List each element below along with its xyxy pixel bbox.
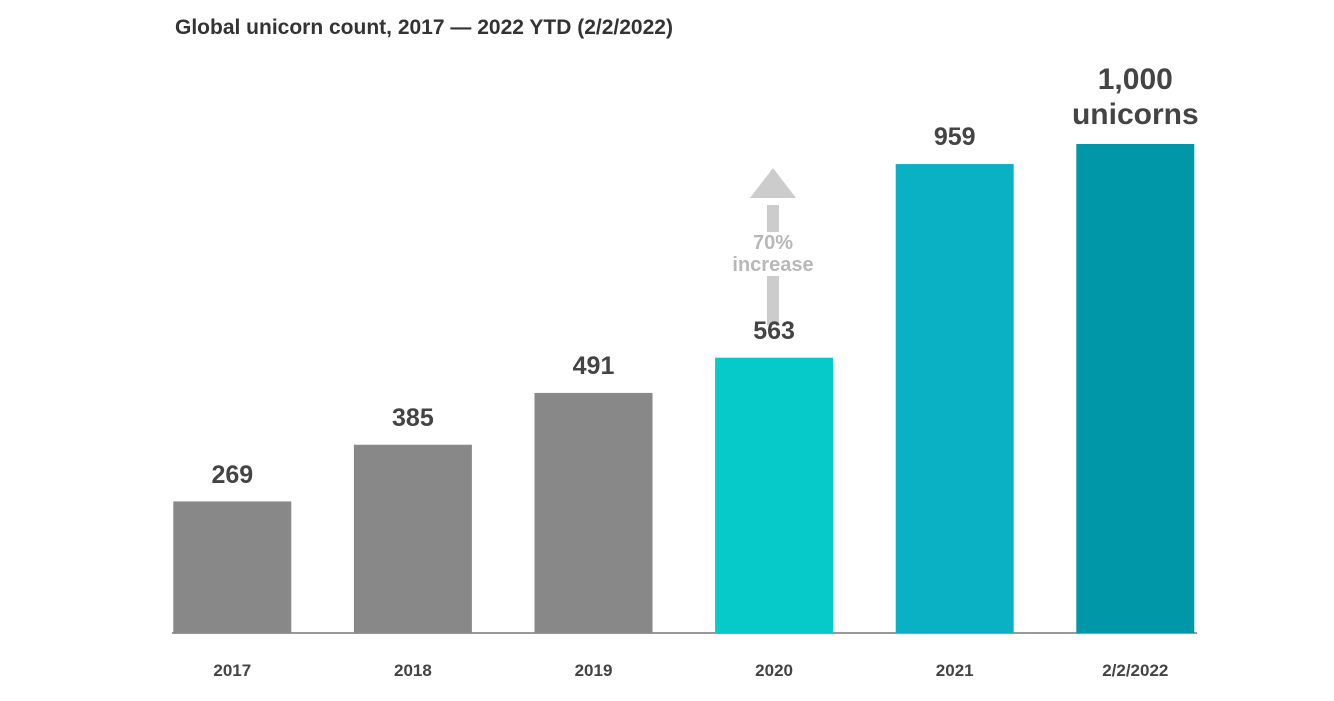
chart-title: Global unicorn count, 2017 — 2022 YTD (2… bbox=[175, 16, 673, 39]
bar bbox=[173, 501, 292, 633]
bar bbox=[534, 392, 653, 633]
bar bbox=[715, 357, 834, 633]
bar bbox=[353, 444, 472, 633]
value-label: 959 bbox=[933, 123, 976, 152]
value-label: 269 bbox=[211, 460, 254, 489]
x-tick-label: 2021 bbox=[936, 661, 974, 680]
annotation: 70% increase bbox=[723, 232, 823, 276]
x-tick-label: 2017 bbox=[213, 661, 251, 680]
value-label: 385 bbox=[392, 404, 434, 432]
x-tick-label: 2020 bbox=[755, 661, 793, 680]
value-label: 563 bbox=[753, 316, 795, 345]
value-label: 1,000 unicorns bbox=[1071, 63, 1199, 131]
bar bbox=[895, 164, 1014, 633]
x-tick-label: 2019 bbox=[575, 661, 613, 680]
x-tick-label: 2018 bbox=[394, 661, 432, 680]
x-tick-label: 2/2/2022 bbox=[1102, 661, 1168, 680]
value-label: 491 bbox=[572, 352, 615, 381]
bar bbox=[1076, 144, 1195, 633]
increase-arrow-head bbox=[750, 168, 796, 198]
